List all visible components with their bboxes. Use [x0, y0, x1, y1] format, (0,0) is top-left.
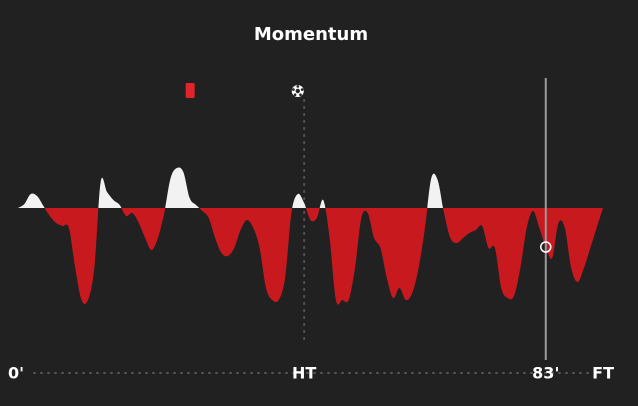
ball-patch [299, 93, 302, 97]
x-tick-label: 83' [532, 364, 559, 383]
chart-title: Momentum [254, 24, 368, 45]
goal-icon [291, 85, 304, 97]
momentum-negative [18, 208, 603, 305]
x-tick-label: 0' [8, 364, 24, 383]
red-card-icon [185, 83, 195, 98]
current-marker [540, 241, 552, 253]
ball-patch [295, 88, 300, 94]
ball-patch [292, 88, 295, 91]
ball-patch [300, 88, 304, 91]
x-tick-label: HT [292, 364, 316, 383]
x-tick-label: FT [592, 364, 614, 383]
ball-patch [296, 85, 300, 88]
ball-patch [293, 93, 297, 97]
